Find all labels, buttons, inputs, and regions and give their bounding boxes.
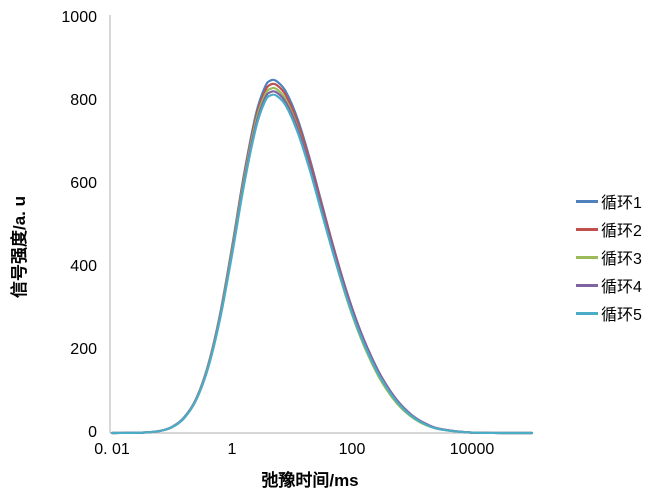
legend-line-swatch-cycle-3 [576, 255, 598, 259]
y-tick-label-200: 200 [70, 341, 97, 358]
x-tick-label-1: 1 [227, 441, 237, 458]
legend: 循环1 循环2 循环3 循环4 循环5 [576, 187, 642, 327]
legend-line-swatch-cycle-5 [576, 311, 598, 315]
series-line-cycle-5 [110, 93, 534, 435]
legend-label-cycle-4: 循环4 [601, 279, 642, 296]
y-tick-label-1000: 1000 [61, 9, 97, 26]
series-line-cycle-3 [110, 86, 534, 435]
x-axis-title: 弛豫时间/ms [261, 471, 359, 490]
legend-label-cycle-5: 循环5 [601, 307, 642, 324]
y-tick-label-0: 0 [88, 424, 97, 441]
y-tick-label-800: 800 [70, 92, 97, 109]
legend-line-swatch-cycle-4 [576, 283, 598, 287]
y-axis-title: 信号强度/a. u [10, 196, 29, 299]
series-line-cycle-2 [110, 82, 534, 435]
legend-line-swatch-cycle-1 [576, 199, 598, 203]
series-line-cycle-1 [110, 78, 534, 435]
x-tick-label-0.01: 0. 01 [94, 441, 130, 458]
series-line-cycle-4 [110, 90, 534, 435]
legend-item-cycle-5: 循环5 [576, 299, 642, 327]
legend-line-swatch-cycle-2 [576, 227, 598, 231]
series-lines [110, 78, 534, 435]
x-tick-label-10000: 10000 [449, 441, 495, 458]
y-tick-label-400: 400 [70, 258, 97, 275]
y-tick-label-600: 600 [70, 175, 97, 192]
legend-item-cycle-2: 循环2 [576, 215, 642, 243]
x-tick-label-100: 100 [338, 441, 366, 458]
legend-label-cycle-1: 循环1 [601, 195, 642, 212]
legend-item-cycle-4: 循环4 [576, 271, 642, 299]
legend-label-cycle-3: 循环3 [601, 251, 642, 268]
legend-item-cycle-1: 循环1 [576, 187, 642, 215]
legend-label-cycle-2: 循环2 [601, 223, 642, 240]
legend-item-cycle-3: 循环3 [576, 243, 642, 271]
